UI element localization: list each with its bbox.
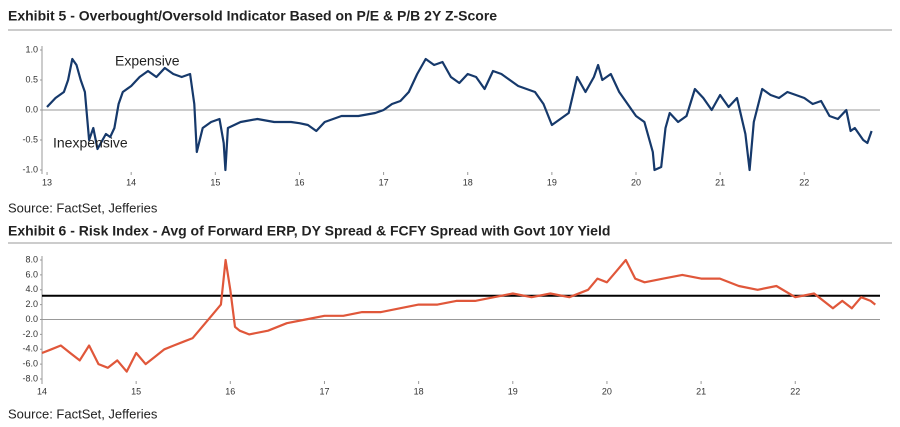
x-tick-label: 22: [799, 177, 809, 187]
y-tick-label: 8.0: [25, 254, 38, 264]
x-tick-label: 14: [126, 177, 136, 187]
x-tick-label: 15: [131, 386, 141, 396]
source-note: Source: FactSet, Jefferies: [8, 406, 158, 421]
y-tick-label: 0.0: [25, 314, 38, 324]
data-line: [46, 57, 873, 172]
y-tick-label: -4.0: [22, 344, 38, 354]
x-tick-label: 14: [37, 386, 47, 396]
x-tick-label: 21: [715, 177, 725, 187]
y-tick-label: -6.0: [22, 359, 38, 369]
annotation: Expensive: [115, 53, 180, 69]
x-tick-label: 18: [463, 177, 473, 187]
y-tick-label: -2.0: [22, 329, 38, 339]
x-tick-label: 18: [414, 386, 424, 396]
source-note: Source: FactSet, Jefferies: [8, 200, 158, 215]
y-tick-label: 2.0: [25, 299, 38, 309]
x-tick-label: 19: [508, 386, 518, 396]
x-tick-label: 16: [225, 386, 235, 396]
y-tick-label: 4.0: [25, 284, 38, 294]
chart-title: Exhibit 6 - Risk Index - Avg of Forward …: [8, 223, 610, 239]
x-tick-label: 19: [547, 177, 557, 187]
x-tick-label: 20: [631, 177, 641, 187]
y-tick-label: 6.0: [25, 269, 38, 279]
x-tick-label: 20: [602, 386, 612, 396]
x-tick-label: 22: [790, 386, 800, 396]
annotation: Inexpensive: [53, 135, 128, 151]
chart-title: Exhibit 5 - Overbought/Oversold Indicato…: [8, 8, 497, 24]
x-tick-label: 21: [696, 386, 706, 396]
y-tick-label: -1.0: [22, 164, 38, 174]
data-line: [41, 258, 876, 373]
x-tick-label: 13: [42, 177, 52, 187]
x-tick-label: 17: [379, 177, 389, 187]
x-tick-label: 16: [294, 177, 304, 187]
y-tick-label: 1.0: [25, 44, 38, 54]
y-tick-label: 0.5: [25, 74, 38, 84]
y-tick-label: -8.0: [22, 373, 38, 383]
y-tick-label: -0.5: [22, 134, 38, 144]
y-tick-label: 0.0: [25, 104, 38, 114]
x-tick-label: 15: [210, 177, 220, 187]
x-tick-label: 17: [319, 386, 329, 396]
